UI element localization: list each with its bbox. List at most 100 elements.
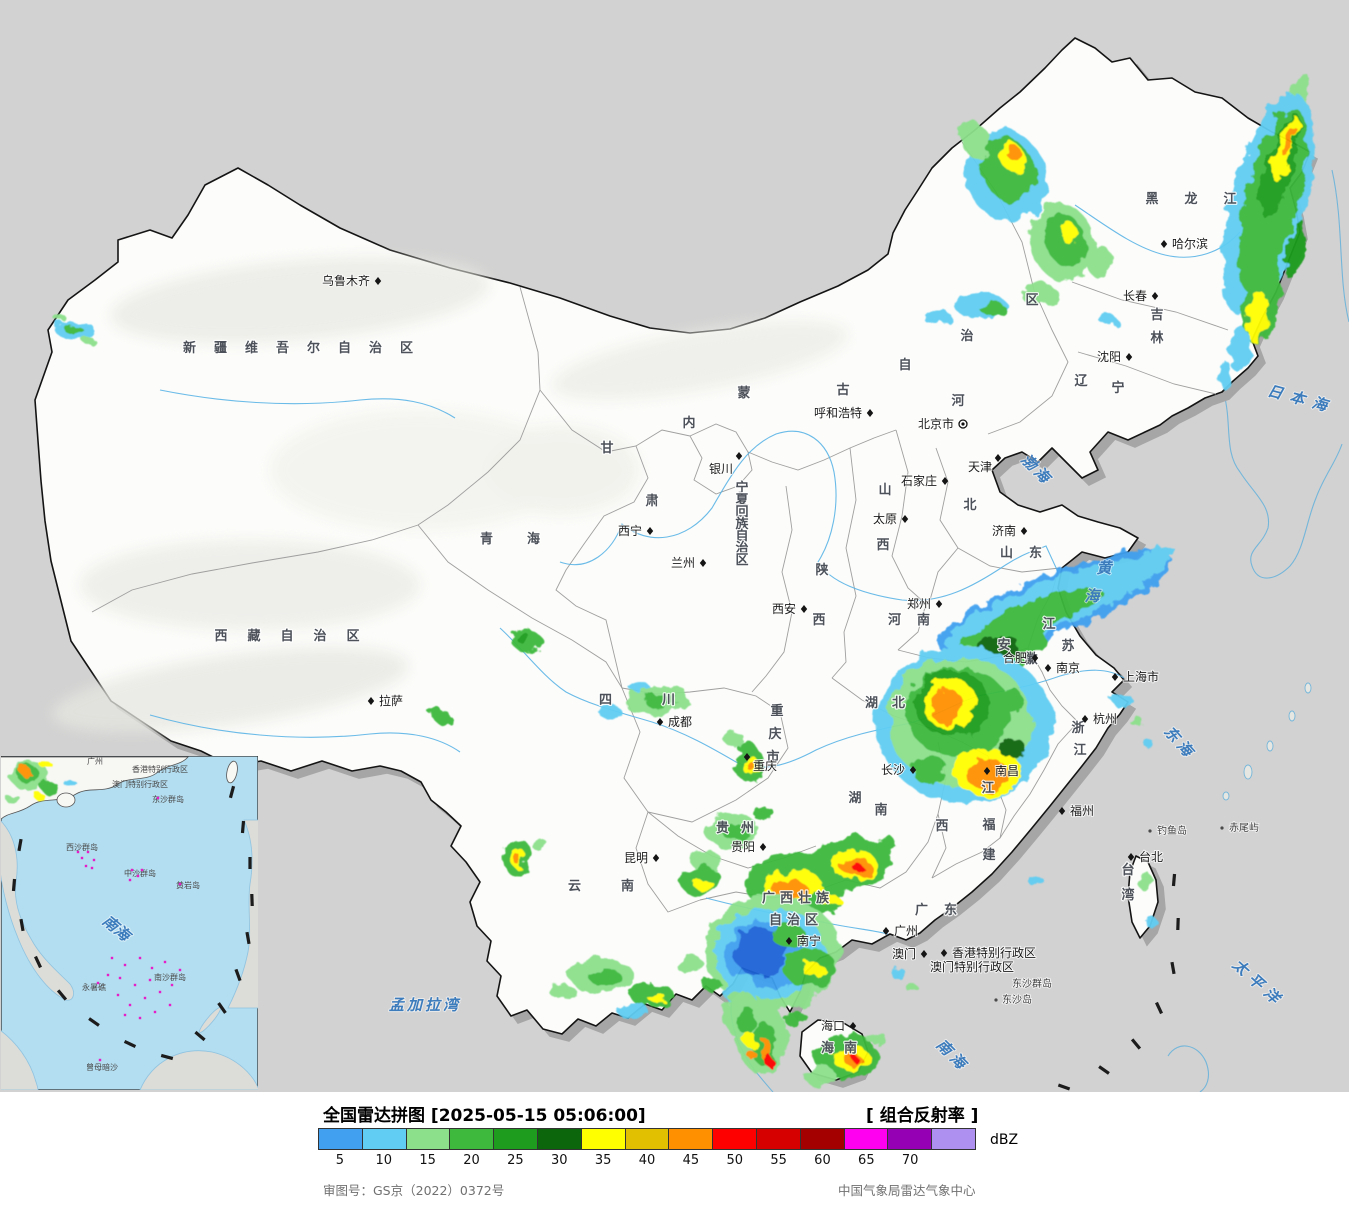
nine-dash-segment — [17, 838, 23, 852]
radar-echo — [1285, 220, 1307, 280]
reef-dot — [148, 978, 152, 982]
province-label: 古 — [836, 382, 849, 398]
city-label: 广州 — [894, 924, 918, 938]
colorbar-cell — [844, 1129, 889, 1149]
radar-echo — [598, 706, 622, 718]
reef-dot — [138, 1016, 142, 1020]
province-label: 自 — [735, 528, 748, 544]
nine-dash-segment — [234, 968, 242, 982]
island-label: 钓鱼岛 — [1157, 824, 1187, 837]
terrain-shading — [51, 256, 848, 733]
radar-echo — [64, 324, 82, 334]
city-label: 拉萨 — [379, 693, 403, 708]
inset-vietnam — [1, 820, 74, 1001]
province-label: 重 — [770, 703, 783, 719]
nine-dash-segment — [228, 785, 236, 799]
colorbar-cell — [406, 1129, 451, 1149]
city-label: 香港特别行政区 — [952, 945, 1036, 960]
nine-dash-segment — [123, 1040, 137, 1048]
reef-dot — [140, 868, 144, 872]
province-label: 西 — [876, 538, 889, 553]
city-marker — [367, 697, 375, 705]
colorbar-cell — [756, 1129, 801, 1149]
nine-dash-segment — [1176, 917, 1180, 931]
radar-echo — [630, 682, 650, 694]
radar-echo — [1062, 223, 1078, 245]
radar-echo — [1218, 361, 1232, 389]
island-label: 东沙群岛 — [1012, 977, 1052, 990]
radar-echo — [1022, 283, 1058, 307]
city-marker — [652, 854, 660, 862]
reef-dot — [170, 983, 174, 987]
radar-echo — [616, 1002, 648, 1018]
ryukyu-island — [1288, 710, 1296, 722]
radar-echo — [532, 839, 548, 851]
province-label: 建 — [982, 847, 995, 863]
colorbar-tick: 10 — [375, 1153, 393, 1168]
province-label: 南 — [874, 802, 887, 818]
inset-label: 西沙群岛 — [66, 842, 98, 852]
province-label: 夏 — [734, 493, 749, 508]
reef-dot — [156, 796, 160, 800]
radar-echo — [912, 756, 948, 784]
radar-echo — [1088, 245, 1112, 279]
city-label: 合肥 — [1003, 650, 1027, 665]
radar-echo — [676, 956, 704, 974]
radar-echo — [979, 301, 1005, 315]
inset-hainan — [56, 792, 76, 808]
sea-label: 黄 — [1096, 559, 1113, 577]
radar-echo — [1248, 292, 1268, 344]
dbz-colorbar — [318, 1128, 976, 1150]
city-marker — [699, 559, 707, 567]
radar-echo — [645, 692, 677, 708]
nine-dash-segment — [250, 893, 254, 907]
radar-echo — [84, 338, 96, 346]
province-label: 治 — [960, 328, 973, 344]
island-dot — [1148, 829, 1152, 833]
sea-label: 孟加拉湾 — [389, 996, 461, 1014]
dbz-colorbar-wrap: 5 10 15 20 25 30 35 40 45 50 55 60 65 70 — [318, 1128, 976, 1171]
radar-echo — [723, 825, 749, 841]
reef-dot — [178, 882, 182, 886]
province-label: 区 — [1025, 293, 1038, 308]
nine-dash-segment — [245, 931, 251, 945]
inset-malay-peninsula — [1, 1030, 39, 1090]
approval-number: 审图号：GS京（2022）0372号 — [323, 1183, 505, 1198]
ryukyu-island — [1304, 682, 1312, 694]
ryukyu-island — [1266, 740, 1274, 752]
radar-echo — [41, 782, 59, 794]
radar-echo — [1120, 546, 1176, 578]
nine-dash-segment — [56, 989, 68, 1001]
province-label: 山东 — [1000, 545, 1058, 561]
city-marker — [785, 937, 793, 945]
province-label: 新疆维吾尔自治区 — [183, 340, 431, 356]
radar-echo — [906, 984, 918, 992]
nine-dash-segment — [248, 857, 252, 869]
province-label: 湾 — [1121, 887, 1134, 903]
nine-dash-segment — [217, 1002, 227, 1014]
china-radar-map: 南海广州香港特别行政区澳门特别行政区东沙群岛西沙群岛中沙群岛黄岩岛南沙群岛永暑礁… — [0, 0, 1349, 1092]
radar-echo — [770, 925, 806, 945]
city-marker — [994, 454, 1002, 462]
colorbar-cell — [450, 1129, 495, 1149]
radar-echo — [804, 1066, 836, 1086]
radar-echo — [549, 983, 575, 999]
sea-label: 海 — [1084, 587, 1102, 605]
radar-echo — [868, 1033, 888, 1047]
reef-dot — [143, 996, 147, 1000]
reef-dot — [86, 850, 90, 854]
city-label: 乌鲁木齐 — [322, 273, 370, 288]
nine-dash-segment — [1130, 1038, 1142, 1050]
radar-echo — [516, 633, 530, 643]
tarim-river — [159, 389, 456, 419]
province-label: 肃 — [645, 493, 658, 509]
radar-echo — [1140, 872, 1152, 892]
province-label: 黑龙江 — [1145, 191, 1262, 207]
radar-echo — [33, 791, 43, 799]
radar-echo — [64, 779, 76, 787]
radar-echo — [1229, 328, 1251, 372]
nine-dash-segment — [88, 1017, 100, 1027]
radar-echo — [748, 1050, 756, 1060]
radar-echo — [747, 761, 755, 771]
colorbar-cell — [669, 1129, 714, 1149]
